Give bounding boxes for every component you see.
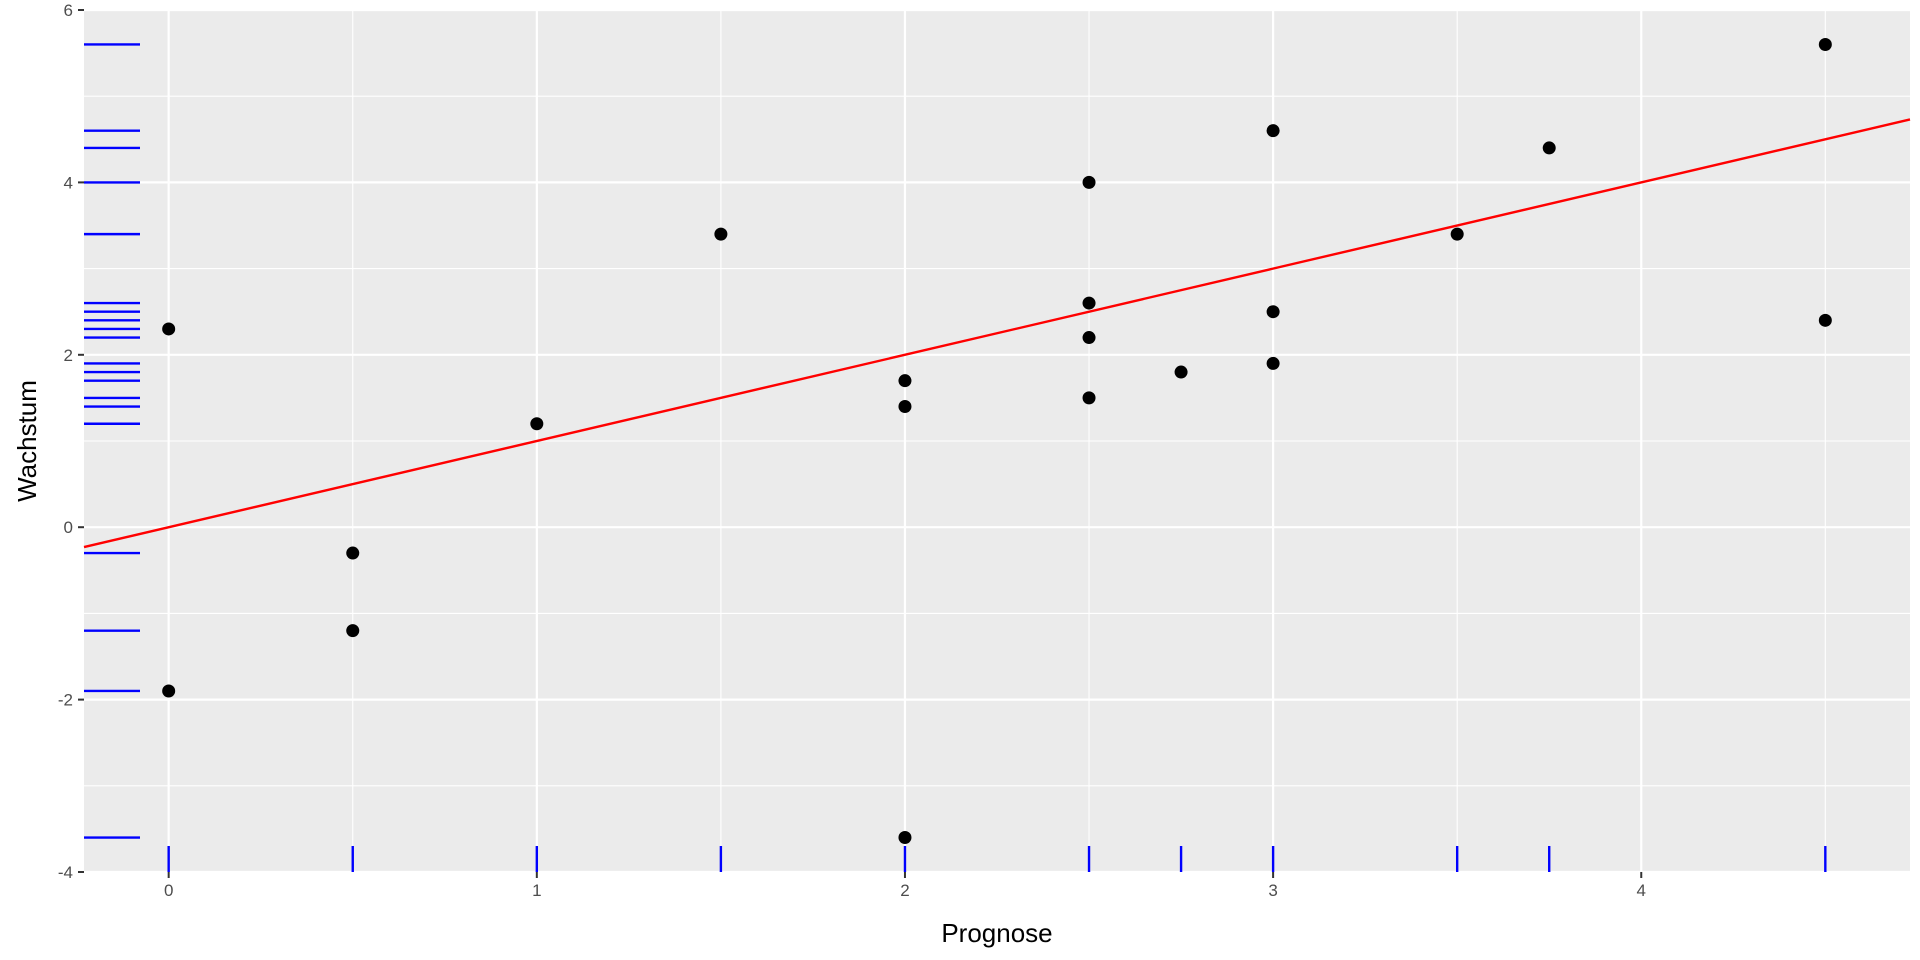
data-point (1450, 227, 1464, 241)
data-point (346, 546, 360, 560)
minor-gridlines (84, 10, 1910, 872)
data-point (162, 322, 176, 336)
data-point (1266, 305, 1280, 319)
data-point (1818, 313, 1832, 327)
data-point (346, 624, 360, 638)
y-axis-label: Wachstum (12, 380, 42, 502)
data-point (1082, 175, 1096, 189)
data-point (1174, 365, 1188, 379)
x-tick-label: 1 (532, 881, 541, 900)
y-tick-label: 0 (64, 518, 73, 537)
y-axis-ticks: -4 -2 0 2 4 6 (58, 1, 84, 882)
data-point (1266, 124, 1280, 138)
data-point (898, 831, 912, 845)
data-point (898, 400, 912, 414)
y-tick-label: -4 (58, 863, 73, 882)
data-point (1542, 141, 1556, 155)
x-axis-label: Prognose (941, 918, 1052, 948)
data-point (1266, 356, 1280, 370)
data-point (1082, 331, 1096, 345)
data-point (714, 227, 728, 241)
data-points (162, 37, 1832, 845)
x-tick-label: 2 (900, 881, 909, 900)
x-axis-ticks: 0 1 2 3 4 (164, 872, 1646, 900)
y-tick-label: -2 (58, 691, 73, 710)
y-tick-label: 2 (64, 346, 73, 365)
data-point (1082, 296, 1096, 310)
data-point (162, 684, 176, 698)
x-tick-label: 4 (1637, 881, 1646, 900)
x-tick-label: 0 (164, 881, 173, 900)
data-point (1818, 37, 1832, 51)
y-tick-label: 4 (64, 173, 73, 192)
regression-line (83, 118, 1911, 549)
rug-marks (84, 43, 1827, 872)
x-tick-label: 3 (1268, 881, 1277, 900)
y-tick-label: 6 (64, 1, 73, 20)
major-gridlines (84, 8, 1910, 874)
data-point (530, 417, 544, 431)
data-point (898, 374, 912, 388)
data-point (1082, 391, 1096, 405)
reference-line (83, 118, 1911, 549)
